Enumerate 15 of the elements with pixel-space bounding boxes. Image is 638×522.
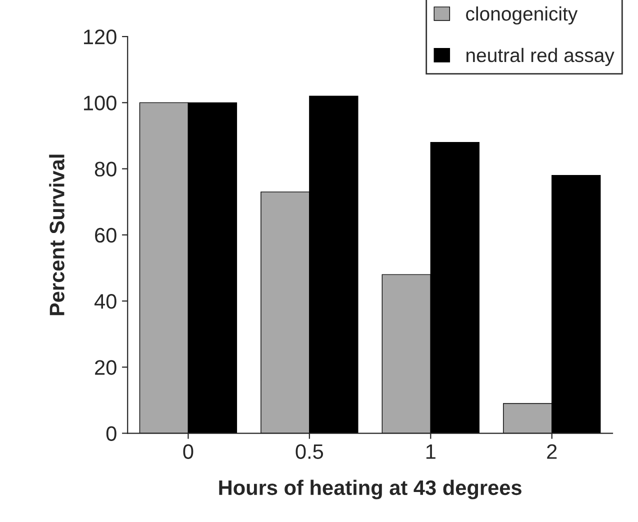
x-tick-label: 2	[547, 444, 557, 459]
x-tick-label: 0	[183, 444, 194, 459]
x-tick-label: 0.5	[296, 444, 324, 459]
y-tick-label: 120	[84, 30, 116, 44]
y-tick-label: 100	[84, 96, 116, 110]
x-tick-label: 1	[426, 444, 436, 459]
y-tick-label: 40	[94, 294, 116, 309]
legend-label: clonogenicity	[466, 6, 578, 25]
y-tick-label: 60	[95, 228, 116, 243]
x-axis-title: Hours of heating at 43 degrees	[219, 480, 522, 500]
y-tick-label: 0	[106, 426, 116, 442]
y-tick-label: 20	[95, 360, 116, 375]
legend-label: neutral red assay	[466, 48, 614, 66]
y-tick-label: 80	[94, 162, 116, 177]
y-axis-title: Percent Survival	[49, 154, 64, 316]
